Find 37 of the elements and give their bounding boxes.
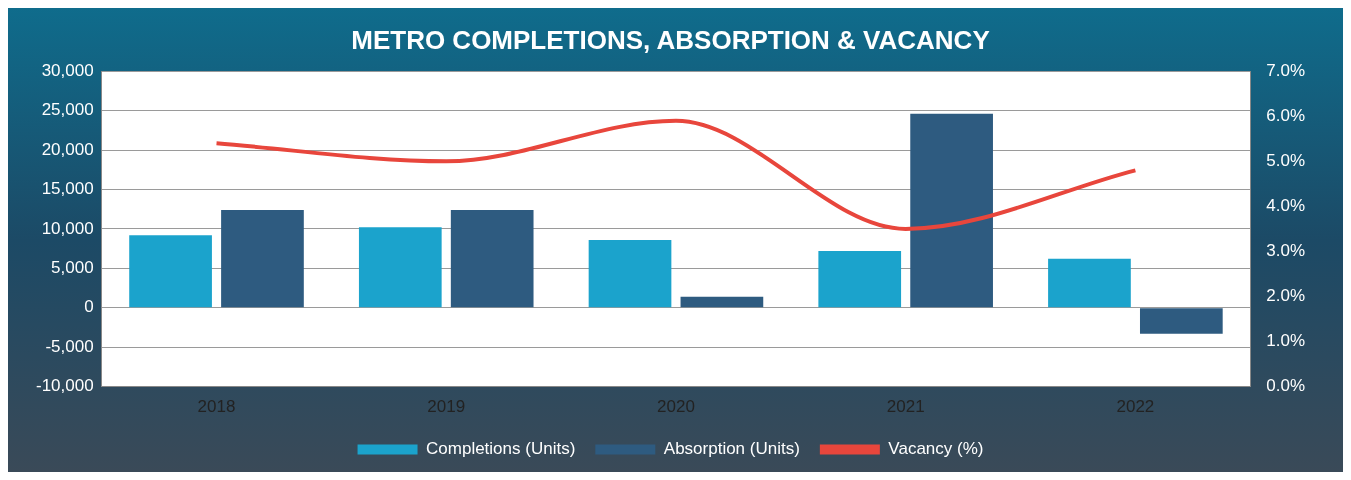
- bar: [680, 296, 764, 308]
- y-tick-label: 15,000: [41, 179, 94, 199]
- legend-label: Vacancy (%): [888, 439, 984, 459]
- y-tick-label: 20,000: [41, 139, 94, 159]
- x-tick-label: 2018: [197, 397, 236, 417]
- y2-tick-label: 0.0%: [1266, 376, 1305, 396]
- legend-label: Absorption (Units): [663, 439, 800, 459]
- y-tick-label: -10,000: [35, 376, 94, 396]
- legend-label: Completions (Units): [426, 439, 576, 459]
- bar: [1139, 308, 1223, 334]
- bar: [129, 235, 212, 308]
- x-tick-label: 2020: [657, 397, 695, 417]
- y-tick-label: 5,000: [51, 258, 94, 278]
- chart-title: METRO COMPLETIONS, ABSORPTION & VACANCY: [351, 24, 990, 55]
- y-tick-label: 25,000: [41, 100, 94, 120]
- y2-tick-label: 5.0%: [1266, 151, 1305, 170]
- bar: [221, 209, 304, 308]
- y-tick-label: -5,000: [45, 336, 94, 356]
- y2-tick-label: 1.0%: [1266, 331, 1305, 351]
- y2-tick-label: 3.0%: [1266, 241, 1305, 261]
- bar: [358, 227, 442, 308]
- x-tick-label: 2021: [886, 397, 925, 417]
- line-series: [214, 118, 1138, 231]
- x-tick-label: 2019: [427, 397, 466, 417]
- y2-tick-label: 6.0%: [1266, 105, 1305, 125]
- y2-tick-label: 4.0%: [1266, 196, 1305, 216]
- bar: [910, 113, 993, 308]
- bar: [1048, 258, 1131, 308]
- x-tick-label: 2022: [1116, 397, 1155, 417]
- bar: [818, 250, 902, 308]
- y2-tick-label: 7.0%: [1266, 60, 1305, 80]
- y-tick-label: 30,000: [41, 60, 94, 80]
- bar: [588, 239, 672, 308]
- y-tick-label: 10,000: [41, 218, 94, 238]
- bar: [450, 209, 534, 308]
- y2-tick-label: 2.0%: [1266, 286, 1305, 306]
- y-tick-label: 0: [84, 297, 94, 317]
